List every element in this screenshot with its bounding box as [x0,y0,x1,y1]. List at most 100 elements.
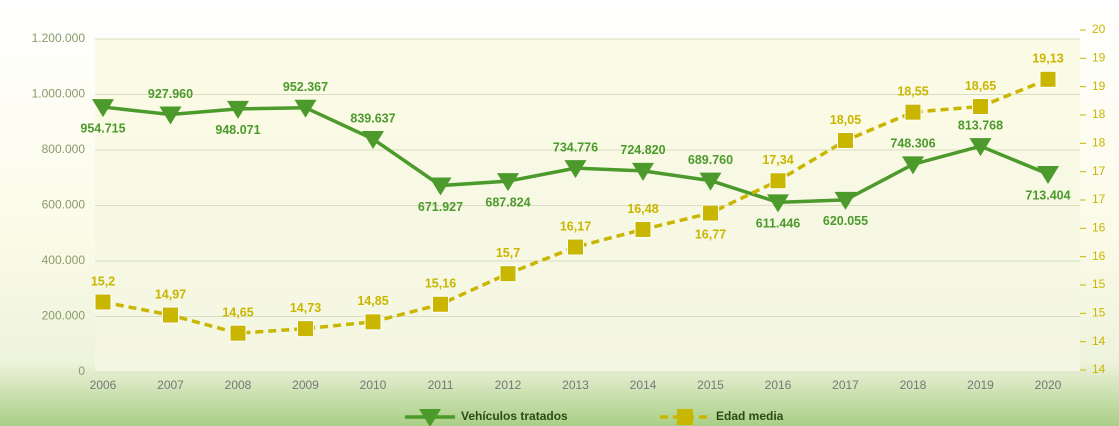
data-label: 954.715 [80,121,125,135]
data-label: 724.820 [620,143,665,157]
y2-tick-label: 20 [1092,22,1106,36]
x-tick-label: 2019 [967,378,994,392]
y-tick-label: 400.000 [42,253,86,267]
y-tick-label: 600.000 [42,198,86,212]
data-label: 17,34 [762,153,793,167]
data-label: 813.768 [958,118,1003,132]
data-label: 15,16 [425,277,456,291]
x-tick-label: 2008 [225,378,252,392]
marker [94,293,112,311]
data-label: 18,55 [897,84,928,98]
x-tick-label: 2016 [765,378,792,392]
marker [634,220,652,238]
marker [969,138,992,157]
y2-tick-label: 19 [1092,51,1106,65]
x-tick-label: 2009 [292,378,319,392]
y2-tick-label: 16 [1092,221,1106,235]
y2-tick-label: 15 [1092,277,1106,291]
data-label: 687.824 [485,195,530,209]
y-tick-label: 1.000.000 [32,87,86,101]
x-tick-label: 2010 [360,378,387,392]
x-tick-label: 2018 [900,378,927,392]
y2-tick-label: 16 [1092,249,1106,263]
x-tick-label: 2020 [1035,378,1062,392]
data-label: 671.927 [418,200,463,214]
x-tick-label: 2012 [495,378,522,392]
data-label: 952.367 [283,80,328,94]
marker [429,177,452,196]
data-label: 18,65 [965,79,996,93]
marker [1039,70,1057,88]
marker [769,172,787,190]
legend-label: Vehículos tratados [461,409,568,423]
x-tick-label: 2007 [157,378,184,392]
marker [92,99,114,118]
y-tick-label: 0 [78,364,85,378]
marker [972,98,989,115]
x-tick-label: 2013 [562,378,589,392]
marker [499,265,517,283]
y-tick-label: 800.000 [42,142,86,156]
legend-marker [677,409,693,425]
marker [229,324,247,342]
marker [1037,166,1059,185]
x-tick-label: 2006 [90,378,117,392]
legend-marker [419,409,441,426]
data-label: 839.637 [350,111,395,125]
y-tick-label: 200.000 [42,309,86,323]
marker [227,100,249,119]
marker [294,99,317,118]
data-label: 16,77 [695,227,726,241]
y2-tick-label: 14 [1092,362,1106,376]
marker [632,162,654,181]
x-tick-label: 2014 [630,378,657,392]
y2-tick-label: 15 [1092,306,1106,320]
x-tick-label: 2011 [428,378,454,392]
marker [699,172,722,191]
y2-tick-label: 14 [1092,334,1106,348]
legend-label: Edad media [716,409,784,423]
data-label: 18,05 [830,113,861,127]
data-label: 19,13 [1032,52,1063,66]
marker [162,306,179,324]
y2-tick-label: 17 [1092,192,1106,206]
data-label: 748.306 [890,137,935,151]
x-tick-label: 2017 [832,378,859,392]
marker [902,156,924,175]
y2-tick-label: 18 [1092,107,1106,121]
marker [432,295,449,313]
y2-tick-label: 19 [1092,79,1106,93]
data-label: 14,85 [357,294,388,308]
marker [297,320,314,338]
marker [364,313,382,331]
data-label: 689.760 [688,153,733,167]
marker [837,132,854,149]
y2-tick-label: 17 [1092,164,1106,178]
data-label: 15,7 [496,246,520,260]
y-tick-label: 1.200.000 [32,31,86,45]
marker [767,194,789,213]
data-label: 927.960 [148,87,193,101]
data-label: 16,48 [627,202,658,216]
marker [497,173,519,192]
data-label: 948.071 [215,123,260,137]
marker [564,160,587,179]
data-label: 14,73 [290,301,321,315]
x-tick-label: 2015 [697,378,724,392]
marker [834,191,857,210]
marker [702,204,719,222]
data-label: 15,2 [91,274,115,288]
data-label: 713.404 [1025,188,1070,202]
y2-tick-label: 18 [1092,136,1106,150]
data-label: 16,17 [560,219,591,233]
marker [159,106,182,125]
data-label: 611.446 [756,217,801,231]
data-label: 620.055 [823,214,868,228]
marker [567,238,584,256]
marker [904,103,922,121]
data-label: 14,97 [155,287,186,301]
marker [362,131,384,150]
series-line [102,77,1049,335]
data-label: 734.776 [553,140,598,154]
